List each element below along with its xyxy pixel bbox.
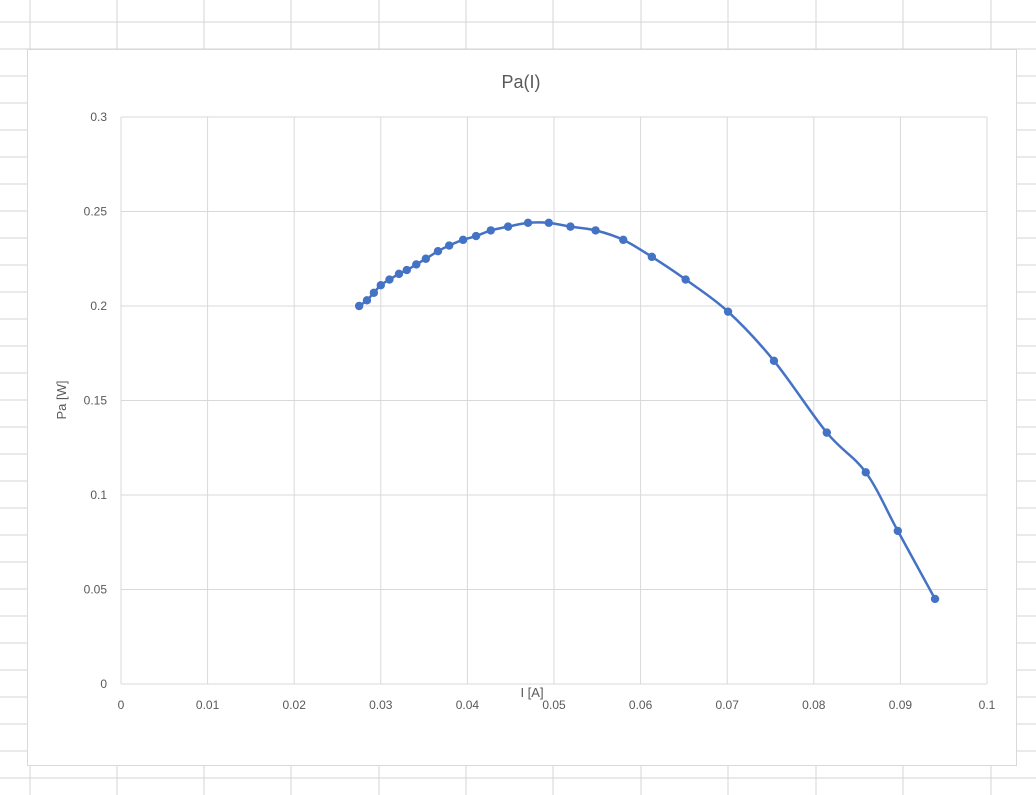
x-tick-label: 0.07 [716,698,740,712]
data-point [362,296,372,305]
x-tick-label: 0.08 [802,698,826,712]
data-point [486,226,495,235]
data-point [647,252,657,262]
data-point [822,428,831,437]
data-point [458,235,468,245]
x-tick-label: 0.01 [196,698,220,712]
y-tick-label: 0.05 [84,583,108,597]
y-tick-label: 0.2 [90,299,107,313]
chart-title: Pa(I) [501,72,540,92]
data-point [681,275,690,284]
data-point [769,356,779,366]
y-tick-label: 0.15 [84,394,108,408]
y-tick-label: 0 [100,677,107,691]
data-point [619,235,628,245]
data-point [893,526,903,536]
x-tick-label: 0.02 [283,698,307,712]
x-tick-label: 0.05 [542,698,566,712]
x-axis-title: I [A] [520,685,543,700]
y-axis-title: Pa [W] [54,380,69,419]
data-point [421,254,431,263]
data-point [376,281,385,290]
x-tick-label: 0.03 [369,698,393,712]
axis-tick-labels: 0 0.01 0.02 0.03 0.04 0.05 0.06 0.07 0.08 0.09 0.1… [84,110,996,712]
data-point [544,218,554,228]
data-point [930,594,940,604]
data-point [433,246,443,256]
data-point [385,275,394,284]
data-point [503,222,513,231]
data-point [412,260,421,269]
data-point [394,269,404,279]
data-point [402,265,411,275]
x-tick-label: 0 [118,698,125,712]
data-point [566,222,575,231]
data-point [445,241,454,250]
series-points-pa [354,218,940,604]
x-tick-label: 0.04 [456,698,480,712]
y-tick-label: 0.3 [90,110,107,124]
y-tick-label: 0.1 [90,488,107,502]
series-line-pa [358,221,937,600]
data-point [354,301,364,311]
x-tick-label: 0.09 [889,698,913,712]
chart-area[interactable] [27,49,1017,766]
plot-gridlines [120,116,988,685]
data-point [471,231,481,241]
data-point [723,307,733,316]
data-point [523,218,533,228]
data-point [369,288,379,297]
data-point [861,468,870,477]
x-tick-label: 0.1 [979,698,996,712]
data-point [591,226,600,235]
x-tick-label: 0.06 [629,698,653,712]
y-tick-label: 0.25 [84,205,108,219]
